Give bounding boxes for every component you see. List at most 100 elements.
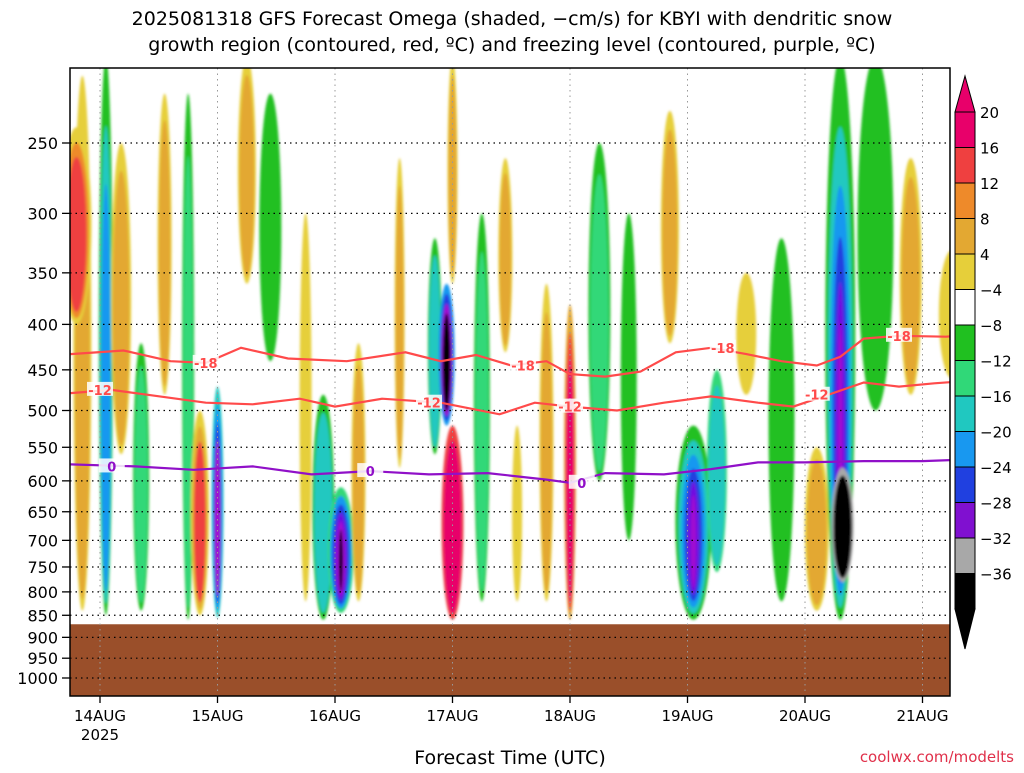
colorbar-swatch-4 xyxy=(954,253,976,290)
colorbar-label: −4 xyxy=(980,282,1002,300)
omega-core-1 xyxy=(708,385,726,566)
y-tick-label-550: 550 xyxy=(27,438,58,457)
colorbar-top-arrow xyxy=(954,74,976,113)
omega-core-1 xyxy=(134,365,148,603)
colorbar-bottom-arrow xyxy=(954,608,976,650)
contour-label-bg xyxy=(510,357,536,372)
omega-core-1 xyxy=(590,174,609,472)
omega-core-1 xyxy=(112,170,130,446)
colorbar-swatch-13 xyxy=(954,573,976,610)
colorbar-label: 20 xyxy=(980,104,999,122)
colorbar-swatch-12 xyxy=(954,537,976,574)
y-tick-label-350: 350 xyxy=(27,264,58,283)
omega-core-1 xyxy=(448,74,457,277)
colorbar-swatch-3 xyxy=(954,218,976,255)
colorbar-swatch-7 xyxy=(954,360,976,397)
chart-title-line-1: 2025081318 GFS Forecast Omega (shaded, −… xyxy=(132,8,893,30)
omega-core-0 xyxy=(299,213,312,602)
omega-core-1 xyxy=(901,177,920,388)
y-tick-label-600: 600 xyxy=(27,472,58,491)
colorbar-swatch-11 xyxy=(954,502,976,539)
omega-core-1 xyxy=(806,459,827,606)
temperature-contours: -18 -18 -18 -18 -12 -12 -12 -12 0 0 0 xyxy=(70,327,950,492)
omega-colorbar: 20 16 12 8 4 −4 −8 −12 −16 −20 −24 −28 −32 −36 xyxy=(954,74,1012,650)
x-tick-label-18AUG: 18AUG xyxy=(544,707,596,725)
omega-core-5 xyxy=(690,494,697,589)
contour-label--12: -12 xyxy=(88,384,112,399)
omega-core-1 xyxy=(314,412,333,613)
contour-label-bg xyxy=(886,327,912,342)
omega-core-1 xyxy=(662,129,678,337)
colorbar-label: −12 xyxy=(980,353,1012,371)
colorbar-label: −32 xyxy=(980,530,1012,548)
omega-core-0 xyxy=(512,425,523,602)
ground-fill xyxy=(70,624,950,696)
omega-core-1 xyxy=(352,364,365,594)
omega-core-0 xyxy=(736,272,757,395)
contour-label-0: 0 xyxy=(577,477,586,492)
omega-core-1 xyxy=(833,475,852,579)
contour-label-bg xyxy=(192,354,219,369)
contour-label--12: -12 xyxy=(417,397,441,412)
contour-label-bg xyxy=(416,394,442,409)
contour-0 xyxy=(70,459,950,484)
omega-core-3 xyxy=(442,313,451,412)
ground-layer xyxy=(70,624,950,696)
y-tick-label-650: 650 xyxy=(27,503,58,522)
colorbar-swatch-1 xyxy=(954,147,976,184)
contour-label--18: -18 xyxy=(711,342,735,357)
x-tick-sublabel: 2025 xyxy=(81,726,119,744)
contour-label-bg xyxy=(357,463,384,478)
colorbar-label: 16 xyxy=(980,140,999,158)
y-tick-label-1000: 1000 xyxy=(17,669,58,688)
y-tick-label-700: 700 xyxy=(27,531,58,550)
plot-frame xyxy=(69,67,951,697)
omega-core-0 xyxy=(620,213,637,541)
omega-core-1 xyxy=(158,120,171,387)
watermark: coolwx.com/modelts xyxy=(860,748,1014,766)
colorbar-swatch-10 xyxy=(954,466,976,503)
contour--12 xyxy=(70,381,950,416)
x-tick-label-19AUG: 19AUG xyxy=(662,707,714,725)
y-tick-label-950: 950 xyxy=(27,649,58,668)
contour--18 xyxy=(70,334,950,378)
contour-label--12: -12 xyxy=(558,401,582,416)
omega-core-0 xyxy=(857,68,894,411)
omega-core-1 xyxy=(499,172,512,347)
y-tick-label-900: 900 xyxy=(27,628,58,647)
omega-core-1 xyxy=(183,155,194,609)
y-tick-label-450: 450 xyxy=(27,361,58,380)
colorbar-swatch-8 xyxy=(954,395,976,432)
contour-label--18: -18 xyxy=(887,330,911,345)
colorbar-label: 12 xyxy=(980,175,999,193)
chart-title-line-2: growth region (contoured, red, ºC) and f… xyxy=(148,34,875,56)
y-tick-label-750: 750 xyxy=(27,558,58,577)
y-tick-label-300: 300 xyxy=(27,204,58,223)
contour-label-0: 0 xyxy=(366,465,375,480)
colorbar-label: −24 xyxy=(980,459,1012,477)
omega-core-0 xyxy=(259,93,282,362)
y-tick-label-800: 800 xyxy=(27,583,58,602)
omega-core-1 xyxy=(395,185,404,460)
colorbar-label: −28 xyxy=(980,495,1012,513)
x-tick-label-15AUG: 15AUG xyxy=(192,707,244,725)
y-tick-label-850: 850 xyxy=(27,606,58,625)
colorbar-swatch-9 xyxy=(954,431,976,468)
colorbar-label: −16 xyxy=(980,388,1012,406)
contour-label--12: -12 xyxy=(805,389,829,404)
contour-label-bg xyxy=(709,339,736,354)
y-tick-label-250: 250 xyxy=(27,134,58,153)
contour-label-bg xyxy=(98,458,125,473)
x-tick-label-20AUG: 20AUG xyxy=(779,707,831,725)
omega-core-3 xyxy=(214,439,221,597)
omega-core-0 xyxy=(768,238,795,602)
omega-core-1 xyxy=(239,74,255,277)
omega-core-1 xyxy=(475,251,489,592)
x-tick-label-14AUG: 14AUG xyxy=(74,707,126,725)
contour-label--18: -18 xyxy=(511,360,535,375)
contour-label-bg xyxy=(803,386,830,401)
colorbar-label: −8 xyxy=(980,317,1002,335)
